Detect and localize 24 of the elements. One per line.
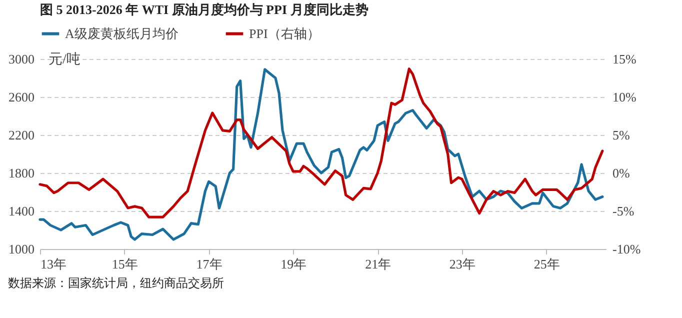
x-tick-label: 19年 xyxy=(280,256,307,272)
x-tick-label: 15年 xyxy=(112,256,138,272)
y2-tick-label: 10% xyxy=(612,90,636,104)
y-axis-title: 元/吨 xyxy=(48,52,80,68)
legend-label: A级废黄板纸月均价 xyxy=(65,26,178,41)
y-tick-label: 2600 xyxy=(8,90,34,104)
x-tick-label: 17年 xyxy=(196,256,222,272)
y-tick-label: 2200 xyxy=(8,128,34,142)
x-tick-label: 21年 xyxy=(365,256,392,272)
y2-tick-label: 0% xyxy=(612,166,630,180)
source-note: 数据来源：国家统计局，纽约商品交易所 xyxy=(8,275,225,292)
y2-tick-label: -5% xyxy=(612,204,634,218)
x-tick-label: 23年 xyxy=(449,256,476,272)
x-tick-label: 13年 xyxy=(40,256,66,272)
y-tick-label: 1400 xyxy=(8,204,34,218)
y-tick-label: 1800 xyxy=(8,166,34,180)
y2-tick-label: 5% xyxy=(612,128,630,142)
y2-tick-label: 15% xyxy=(612,52,636,66)
y2-tick-label: -10% xyxy=(612,242,641,256)
y-tick-label: 1000 xyxy=(8,242,34,256)
x-tick-label: 25年 xyxy=(534,256,560,272)
y-tick-label: 3000 xyxy=(8,52,34,66)
chart-title: 图 5 2013-2026 年 WTI 原油月度均价与 PPI 月度同比走势 xyxy=(40,2,368,17)
legend-label: PPI（右轴） xyxy=(249,26,320,41)
